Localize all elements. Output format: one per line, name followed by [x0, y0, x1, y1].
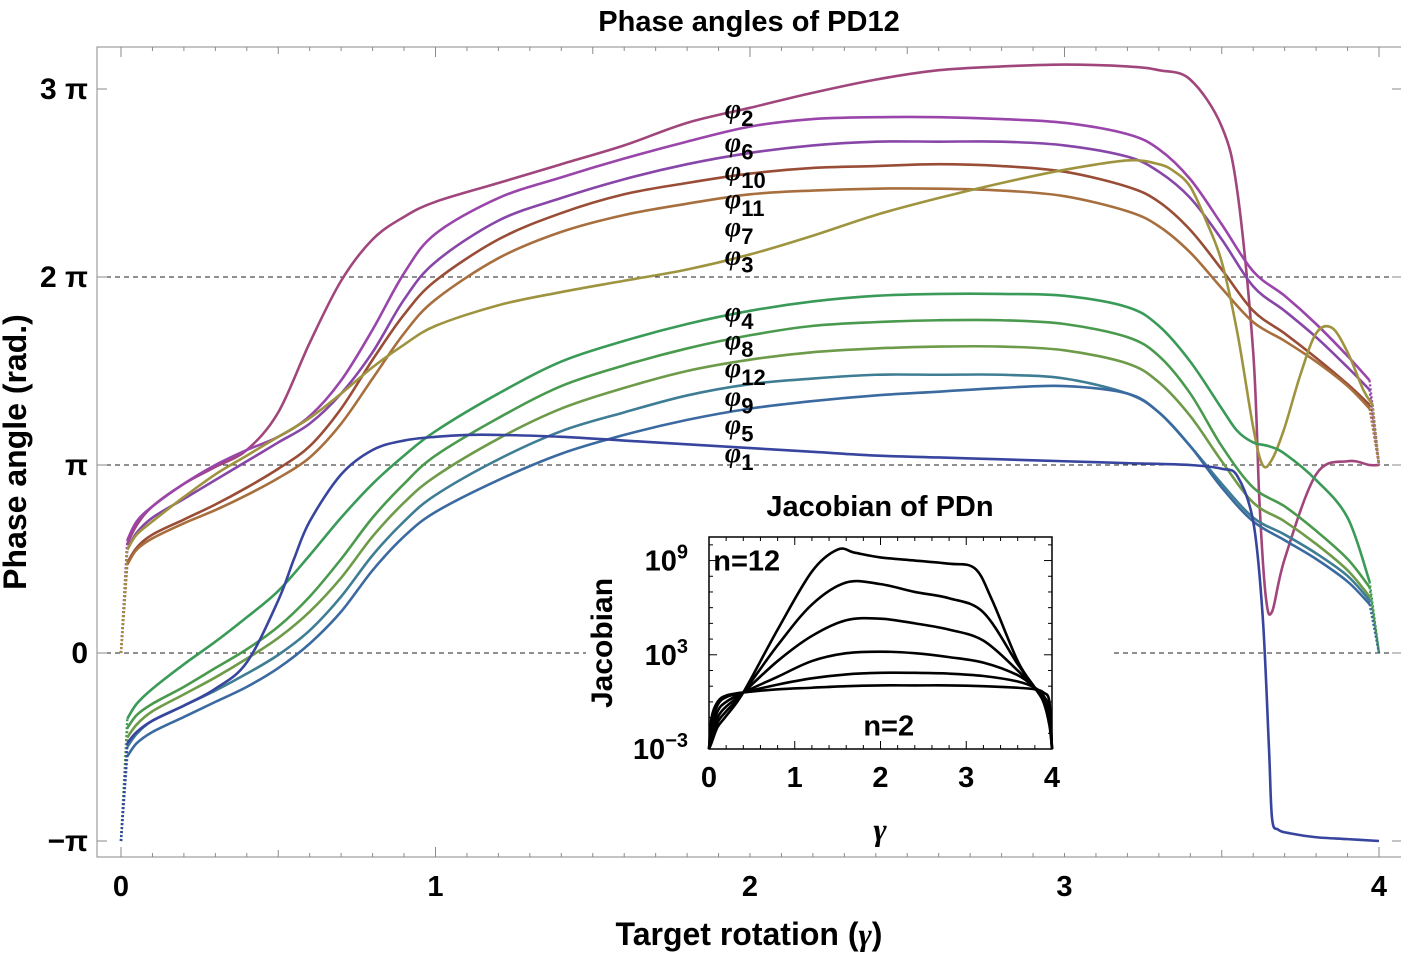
main-x-axis-label: Target rotation (γ): [616, 916, 883, 952]
series-start-connector: [119, 549, 129, 654]
series-label-subscript: 12: [741, 365, 765, 390]
series-label-subscript: 3: [741, 252, 753, 277]
series-label-subscript: 1: [741, 450, 753, 475]
series-line-φ8: [126, 318, 1371, 729]
series-line-φ12: [126, 344, 1371, 739]
series-label-symbol: φ: [725, 128, 741, 159]
x-tick-label: 4: [1371, 871, 1387, 903]
tick-exponent: 9: [677, 542, 688, 564]
inset-annotation: n=2: [863, 710, 914, 742]
x-tick-label: 1: [427, 871, 443, 903]
inset-x-axis-label: γ: [873, 811, 887, 847]
series-label-φ9: φ9: [725, 381, 754, 418]
series-line-φ11: [126, 162, 1371, 564]
x-tick-label: 3: [1056, 871, 1072, 903]
y-tick-label: 3 π: [40, 73, 88, 106]
series-label-symbol: φ: [725, 410, 741, 441]
inset-x-tick-label: 4: [1044, 762, 1060, 794]
series-label-subscript: 9: [741, 393, 753, 418]
series-label-subscript: 2: [741, 106, 753, 131]
series-label-subscript: 7: [741, 224, 753, 249]
tick-exponent: −3: [665, 730, 688, 752]
series-label-symbol: φ: [725, 438, 741, 469]
y-tick-label: π: [65, 449, 88, 482]
series-label-symbol: φ: [725, 381, 741, 412]
series-label-subscript: 11: [741, 196, 764, 221]
series-line-φ10: [126, 140, 1371, 551]
y-tick-label: 2 π: [40, 261, 88, 294]
series-label-subscript: 8: [741, 337, 753, 362]
tick-base: 10: [645, 546, 677, 578]
inset-chart-title: Jacobian of PDn: [766, 491, 993, 523]
series-label-φ6: φ6: [725, 128, 754, 165]
series-line-φ2: [126, 63, 1380, 616]
series-end-connector: [1368, 408, 1381, 466]
series-line-φ9: [126, 373, 1371, 748]
series-label-symbol: φ: [725, 353, 741, 384]
inset-annotation: n=12: [713, 546, 780, 578]
x-tick-label: 2: [742, 871, 758, 903]
series-label-φ12: φ12: [725, 353, 766, 390]
inset-x-tick-label: 2: [872, 762, 888, 794]
series-label-φ4: φ4: [725, 297, 754, 334]
inset-y-tick-label: 103: [645, 636, 688, 672]
series-label-subscript: 4: [741, 309, 754, 334]
series-label-symbol: φ: [725, 184, 741, 215]
main-chart-title: Phase angles of PD12: [598, 6, 899, 38]
x-label-gamma: γ: [858, 916, 872, 952]
series-label-φ8: φ8: [725, 325, 754, 362]
x-label-suffix: ): [872, 916, 883, 952]
series-end-connector: [1368, 603, 1381, 654]
series-label-φ1: φ1: [725, 438, 754, 475]
inset-series-line-n=12: [707, 547, 1054, 750]
inset-y-tick-label: 109: [645, 542, 688, 578]
main-series-group: [119, 63, 1381, 843]
series-line-φ4: [126, 292, 1371, 720]
inset-x-tick-label: 1: [787, 762, 803, 794]
series-label-symbol: φ: [725, 240, 741, 271]
series-label-φ5: φ5: [725, 410, 754, 447]
inset-x-tick-label: 3: [958, 762, 974, 794]
series-label-symbol: φ: [725, 156, 741, 187]
inset-x-tick-label: 0: [701, 762, 717, 794]
series-line-φ3: [126, 158, 1374, 551]
tick-exponent: 3: [677, 636, 688, 658]
inset-series-group: [707, 547, 1054, 750]
series-label-φ11: φ11: [725, 184, 765, 221]
tick-base: 10: [645, 640, 677, 672]
y-tick-label: 0: [71, 637, 88, 670]
series-label-symbol: φ: [725, 212, 741, 243]
series-label-symbol: φ: [725, 94, 741, 125]
inset-annotations: n=12 n=2: [713, 546, 914, 743]
x-label-prefix: Target rotation (: [616, 916, 859, 952]
inset-y-tick-label: 10−3: [633, 730, 688, 766]
main-y-axis-label: Phase angle (rad.): [0, 314, 33, 590]
series-label-symbol: φ: [725, 297, 741, 328]
series-line-φ7: [126, 187, 1371, 566]
series-line-φ5: [126, 384, 1371, 758]
series-label-φ3: φ3: [725, 240, 754, 277]
series-line-φ1: [126, 433, 1380, 843]
series-label-symbol: φ: [725, 325, 741, 356]
tick-base: 10: [633, 734, 665, 766]
series-label-subscript: 5: [741, 422, 753, 447]
series-line-φ6: [126, 115, 1371, 541]
inset-y-axis-label: Jacobian: [586, 578, 619, 708]
series-label-φ10: φ10: [725, 156, 766, 193]
series-label-subscript: 6: [741, 140, 753, 165]
series-label-subscript: 10: [741, 168, 765, 193]
series-start-connector: [119, 743, 129, 842]
series-label-φ2: φ2: [725, 94, 754, 131]
y-tick-label: −π: [48, 825, 89, 858]
x-tick-label: 0: [113, 871, 129, 903]
series-label-φ7: φ7: [725, 212, 754, 249]
